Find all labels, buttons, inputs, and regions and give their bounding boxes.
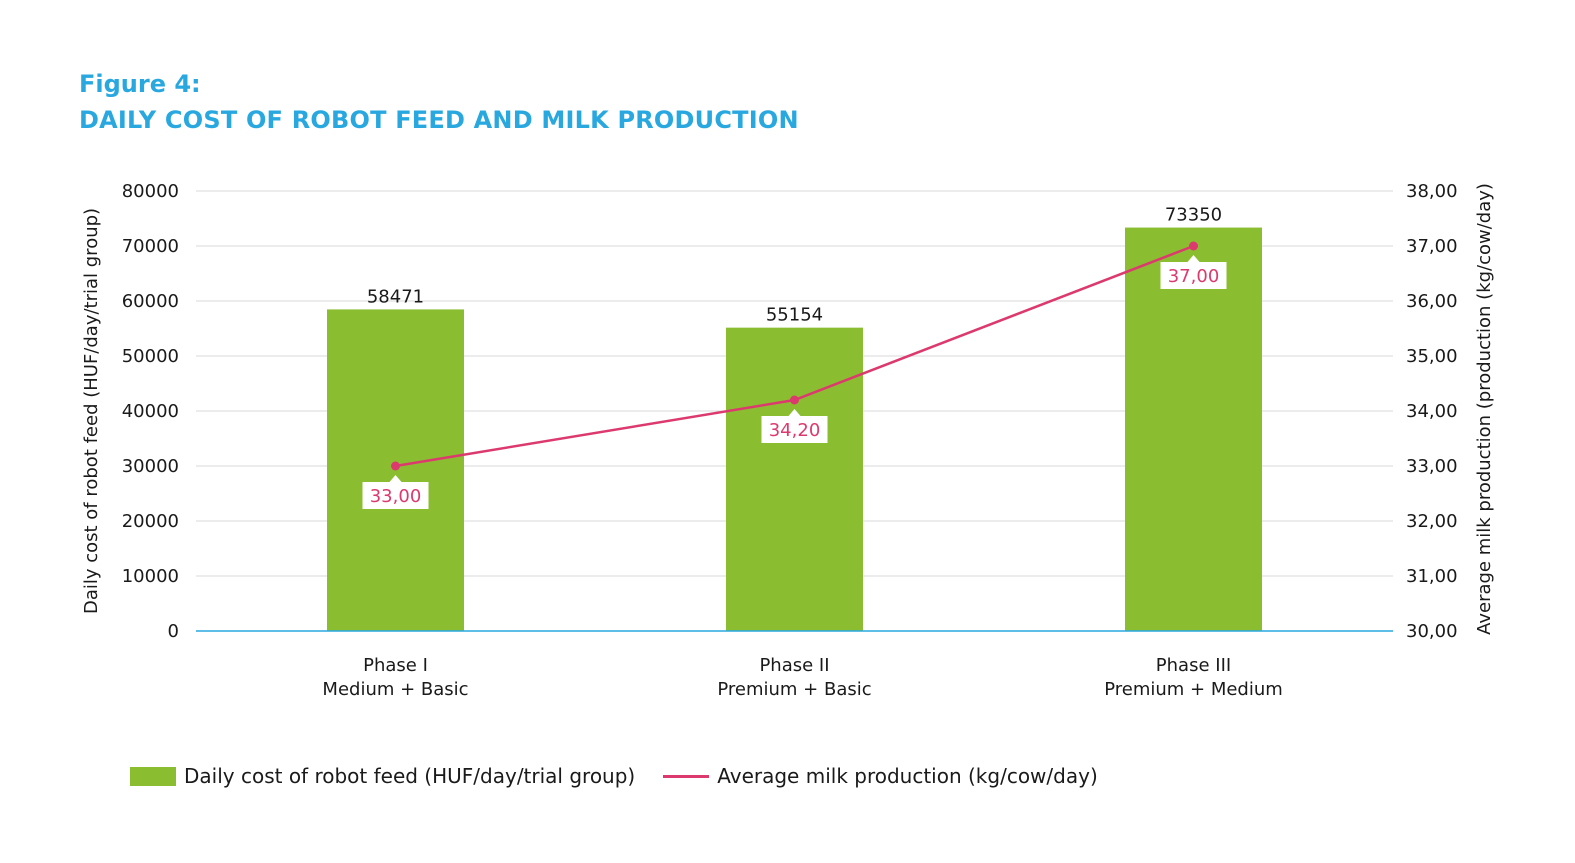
category-label-line1: Phase III — [1156, 655, 1231, 676]
right-tick-label: 36,00 — [1406, 291, 1458, 312]
left-tick-label: 60000 — [122, 291, 179, 312]
legend-bar-swatch — [130, 766, 176, 786]
category-label-line2: Premium + Basic — [717, 679, 871, 700]
callout-box — [1160, 262, 1227, 289]
callout-box — [761, 416, 828, 443]
right-tick-label: 34,00 — [1406, 401, 1458, 422]
right-tick-label: 30,00 — [1406, 621, 1458, 642]
line-series — [391, 241, 1198, 471]
right-tick-label: 38,00 — [1406, 181, 1458, 202]
data-labels: 58471 55154 73350 33,00 34,20 37,00 — [362, 205, 1227, 509]
left-tick-label: 30000 — [122, 456, 179, 477]
legend-line-swatch — [663, 774, 710, 778]
category-label-line2: Premium + Medium — [1104, 679, 1283, 700]
bar-series — [327, 227, 1262, 631]
category-label-line1: Phase I — [363, 655, 428, 676]
category-label-line2: Medium + Basic — [322, 679, 468, 700]
right-tick-label: 32,00 — [1406, 511, 1458, 532]
line-value-label: 34,20 — [769, 420, 821, 441]
category-label-line1: Phase II — [759, 655, 829, 676]
figure-label: Figure 4: — [79, 70, 201, 98]
axes: 0 30,00 10000 31,00 20000 32,00 30000 33,00 4000… — [81, 181, 1495, 700]
left-tick-label: 10000 — [122, 566, 179, 587]
legend-line-label: Average milk production (kg/cow/day) — [717, 764, 1098, 788]
right-tick-label: 31,00 — [1406, 566, 1458, 587]
bar-value-label: 58471 — [367, 286, 424, 307]
line-value-label: 33,00 — [370, 486, 422, 507]
line-value-label: 37,00 — [1168, 266, 1220, 287]
line-point — [1189, 241, 1198, 251]
right-tick-label: 37,00 — [1406, 236, 1458, 257]
left-tick-label: 0 — [168, 621, 179, 642]
callout-pointer — [389, 475, 402, 482]
left-tick-label: 70000 — [122, 236, 179, 257]
legend-bar-label: Daily cost of robot feed (HUF/day/trial … — [184, 764, 636, 788]
left-tick-label: 80000 — [122, 181, 179, 202]
bar-value-label: 55154 — [766, 305, 823, 326]
chart-title: DAILY COST OF ROBOT FEED AND MILK PRODUC… — [79, 106, 799, 134]
bar-value-label: 73350 — [1165, 205, 1222, 226]
right-tick-label: 35,00 — [1406, 346, 1458, 367]
bar — [1125, 227, 1262, 631]
right-axis-title: Average milk production (production (kg/… — [1474, 183, 1495, 635]
callout-pointer — [1187, 255, 1200, 262]
right-tick-label: 33,00 — [1406, 456, 1458, 477]
left-tick-label: 20000 — [122, 511, 179, 532]
left-tick-label: 50000 — [122, 346, 179, 367]
line-point — [391, 461, 400, 471]
line-point — [790, 395, 799, 405]
left-axis-title: Daily cost of robot feed (HUF/day/trial … — [81, 208, 102, 614]
legend: Daily cost of robot feed (HUF/day/trial … — [130, 764, 1098, 788]
bar — [726, 327, 863, 631]
left-tick-label: 40000 — [122, 401, 179, 422]
callout-pointer — [788, 409, 801, 416]
callout-box — [362, 482, 429, 509]
